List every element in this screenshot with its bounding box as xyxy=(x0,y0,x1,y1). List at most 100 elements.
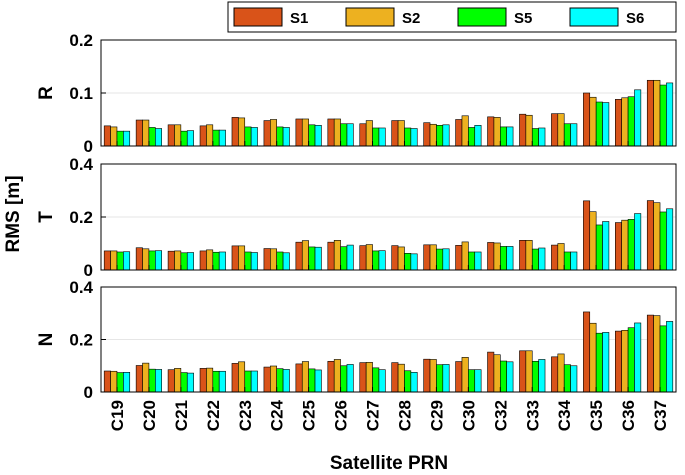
plot-frame xyxy=(100,286,677,393)
bar-s5-c32 xyxy=(500,246,507,271)
bar-s6-c37 xyxy=(666,82,674,147)
bar-s6-c28 xyxy=(410,128,418,147)
panel-label-t: T xyxy=(36,211,57,223)
bar-s1-c21 xyxy=(167,124,175,147)
bar-s6-c24 xyxy=(282,127,290,147)
bar-s5-c22 xyxy=(212,129,220,147)
bar-s6-c26 xyxy=(346,364,354,393)
bar-s5-c23 xyxy=(244,370,252,393)
bar-s5-c23 xyxy=(244,251,252,271)
bar-s6-c32 xyxy=(506,246,514,271)
panel-t: 0 0.2 0.4 T xyxy=(36,155,677,280)
bar-s2-c26 xyxy=(333,118,341,147)
y-tick-label: 0 xyxy=(84,383,93,402)
bar-s2-c37 xyxy=(653,79,661,147)
bar-s5-c28 xyxy=(404,127,412,147)
legend-swatch-s2 xyxy=(345,7,395,27)
bar-s5-c28 xyxy=(404,253,412,271)
bar-s1-c24 xyxy=(263,248,271,271)
bar-s5-c24 xyxy=(276,126,284,147)
bar-s5-c35 xyxy=(595,224,603,271)
bar-s5-c36 xyxy=(627,327,635,393)
bar-s2-c30 xyxy=(461,241,469,271)
bar-s6-c25 xyxy=(314,246,322,271)
bar-s2-c22 xyxy=(206,249,214,271)
bar-s2-c21 xyxy=(174,250,182,271)
bar-s2-c25 xyxy=(301,361,309,393)
y-tick-label: 0.1 xyxy=(69,84,93,103)
bar-s5-c22 xyxy=(212,251,220,271)
x-tick-label: C34 xyxy=(555,399,574,431)
bar-s1-c36 xyxy=(615,99,622,147)
bar-s5-c32 xyxy=(500,360,507,393)
bar-s5-c25 xyxy=(308,368,316,393)
bar-s5-c21 xyxy=(180,372,188,393)
bar-s5-c20 xyxy=(148,368,156,393)
bar-s6-c22 xyxy=(218,251,226,271)
bar-s6-c30 xyxy=(474,125,482,147)
bar-s5-c27 xyxy=(372,127,380,147)
bar-s1-c33 xyxy=(519,113,527,147)
bar-s2-c34 xyxy=(557,243,565,271)
bar-s5-c37 xyxy=(659,84,667,147)
bar-s6-c36 xyxy=(634,213,642,271)
bar-s1-c26 xyxy=(327,241,335,271)
bar-s1-c21 xyxy=(167,369,175,393)
x-tick-label: C37 xyxy=(651,400,670,431)
bar-s5-c33 xyxy=(531,248,539,271)
y-tick-label: 0 xyxy=(84,261,93,280)
x-tick-label: C27 xyxy=(364,400,383,431)
bar-s5-c20 xyxy=(148,127,156,147)
bar-s2-c35 xyxy=(589,211,597,271)
legend-swatch-s5 xyxy=(457,7,507,27)
bar-s2-c27 xyxy=(365,244,373,271)
bar-s1-c29 xyxy=(423,244,431,271)
bar-s6-c22 xyxy=(218,129,226,147)
bar-s2-c22 xyxy=(206,124,214,147)
bar-s1-c23 xyxy=(231,117,239,147)
bar-s1-c28 xyxy=(391,245,399,271)
bar-s1-c26 xyxy=(327,118,335,147)
bar-s6-c34 xyxy=(570,365,578,393)
bar-s2-c37 xyxy=(653,202,661,271)
bar-s5-c25 xyxy=(308,124,316,147)
bar-s5-c34 xyxy=(563,123,571,147)
bar-s1-c30 xyxy=(455,361,463,393)
bar-s5-c30 xyxy=(468,251,476,271)
bar-s6-c33 xyxy=(538,359,546,393)
panel-n: 0 0.2 0.4 N xyxy=(36,278,677,402)
bar-s2-c27 xyxy=(365,362,373,393)
x-tick-label: C21 xyxy=(172,400,191,431)
x-tick-label: C29 xyxy=(427,400,446,431)
bar-s2-c24 xyxy=(270,365,277,393)
bar-s1-c20 xyxy=(135,365,143,393)
x-tick-label: C20 xyxy=(140,400,159,431)
x-tick-label: C26 xyxy=(332,400,351,431)
bar-s1-c30 xyxy=(455,119,463,147)
bar-s5-c29 xyxy=(436,248,444,271)
bar-s1-c22 xyxy=(199,125,207,147)
bar-s1-c27 xyxy=(359,362,367,393)
bar-s5-c21 xyxy=(180,130,188,147)
bar-s2-c27 xyxy=(365,120,373,147)
bar-s6-c20 xyxy=(155,250,162,271)
y-axis-title: RMS [m] xyxy=(3,175,24,252)
bar-s2-c22 xyxy=(206,367,214,393)
bar-s6-c21 xyxy=(186,372,194,393)
bar-s2-c26 xyxy=(333,240,341,271)
x-axis-title: Satellite PRN xyxy=(330,453,448,474)
bar-s5-c23 xyxy=(244,126,252,147)
bar-s1-c35 xyxy=(583,200,591,271)
y-tick-label: 0.2 xyxy=(69,331,93,350)
bar-s1-c29 xyxy=(423,358,431,393)
bar-s1-c33 xyxy=(519,240,527,271)
bar-s1-c37 xyxy=(646,79,654,147)
bar-s5-c33 xyxy=(531,360,539,393)
plot-frame xyxy=(100,39,677,147)
bar-s1-c25 xyxy=(295,118,303,147)
bar-s6-c29 xyxy=(442,364,450,393)
bar-s6-c29 xyxy=(442,124,450,147)
bar-s6-c23 xyxy=(250,370,258,393)
bar-s6-c19 xyxy=(123,251,131,271)
